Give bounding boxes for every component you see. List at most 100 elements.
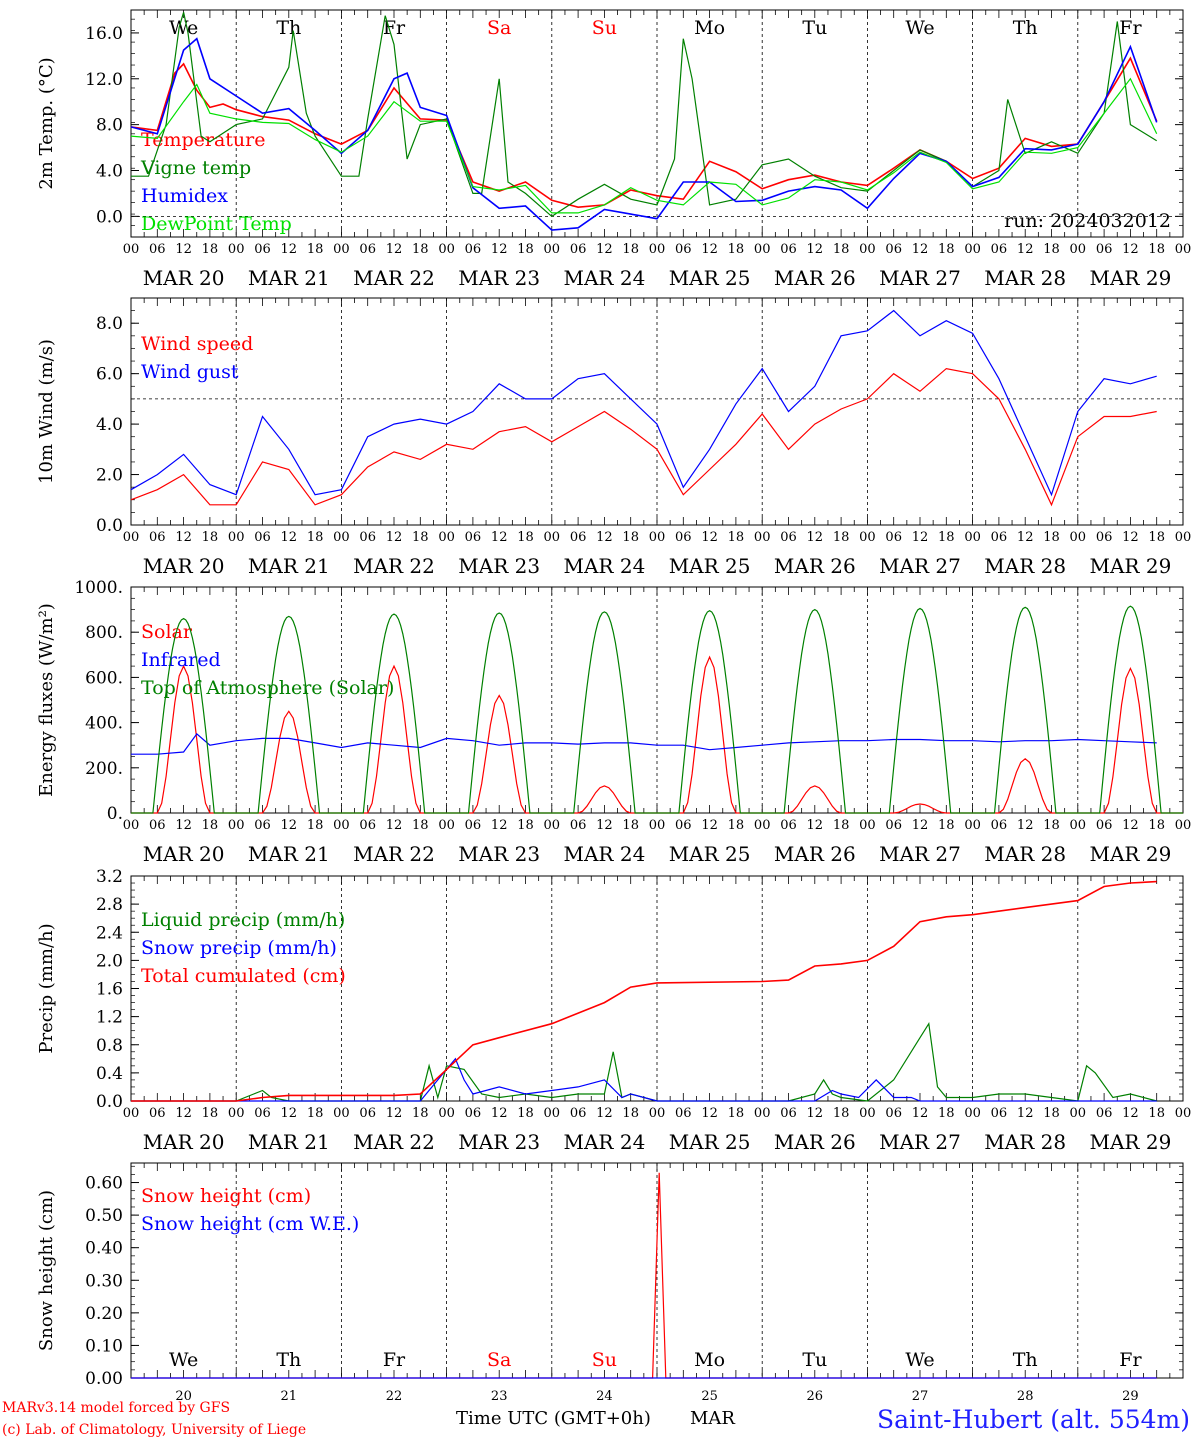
hour-tick-label: 00: [228, 818, 245, 833]
y-tick-label: 0.00: [85, 1369, 123, 1389]
hour-tick-label: 18: [307, 530, 324, 545]
day-label: MAR 20: [143, 554, 225, 578]
day-label: MAR 29: [1090, 554, 1172, 578]
hour-tick-label: 18: [728, 530, 745, 545]
y-tick-label: 600.: [85, 668, 123, 688]
hour-tick-label: 06: [149, 530, 166, 545]
day-label: MAR 26: [774, 1130, 856, 1154]
y-tick-label: 3.2: [96, 867, 123, 887]
hour-tick-label: 06: [675, 1106, 692, 1121]
hour-tick-label: 00: [438, 1106, 455, 1121]
hour-tick-label: 18: [517, 530, 534, 545]
hour-tick-label: 00: [859, 818, 876, 833]
hour-tick-label: 06: [885, 530, 902, 545]
day-label: MAR 22: [353, 266, 435, 290]
hour-tick-label: 06: [465, 242, 482, 257]
y-tick-label: 2.4: [96, 923, 123, 943]
hour-tick-label: 18: [307, 242, 324, 257]
hour-tick-label: 06: [359, 242, 376, 257]
y-tick-label: 16.0: [85, 24, 123, 44]
hour-tick-label: 12: [912, 818, 929, 833]
series-line-wind-speed: [130, 367, 1157, 507]
day-number-label: 20: [175, 1389, 192, 1404]
hour-tick-label: 18: [938, 1106, 955, 1121]
hour-tick-label: 12: [175, 818, 192, 833]
hour-tick-label: 00: [1070, 530, 1087, 545]
hour-tick-label: 06: [570, 242, 587, 257]
hour-tick-label: 00: [123, 1106, 140, 1121]
day-label: MAR 27: [879, 554, 961, 578]
hour-tick-label: 18: [1043, 242, 1060, 257]
day-label: MAR 22: [353, 554, 435, 578]
legend-snow-height-cm-: Snow height (cm): [141, 1185, 311, 1207]
hour-tick-label: 00: [964, 242, 981, 257]
hour-tick-label: 06: [465, 818, 482, 833]
hour-tick-label: 12: [912, 530, 929, 545]
y-axis-label: 10m Wind (m/s): [36, 339, 57, 484]
y-tick-label: 12.0: [85, 70, 123, 90]
hour-tick-label: 00: [1175, 1106, 1192, 1121]
y-tick-label: 0.: [107, 804, 123, 824]
hour-tick-label: 06: [780, 1106, 797, 1121]
day-label: MAR 23: [458, 266, 540, 290]
hour-tick-label: 00: [123, 818, 140, 833]
hour-tick-label: 18: [833, 818, 850, 833]
y-tick-label: 2.8: [96, 895, 123, 915]
hour-tick-label: 18: [202, 242, 219, 257]
day-label: MAR 21: [248, 554, 330, 578]
day-label: MAR 24: [564, 1130, 646, 1154]
day-number-label: 29: [1122, 1389, 1139, 1404]
hour-tick-label: 12: [1017, 1106, 1034, 1121]
weekday-label: Th: [1013, 1349, 1038, 1371]
hour-tick-label: 00: [333, 242, 350, 257]
weekday-label: Th: [1013, 17, 1038, 39]
hour-tick-label: 18: [1148, 530, 1165, 545]
day-number-label: 27: [912, 1389, 929, 1404]
hour-tick-label: 00: [649, 530, 666, 545]
y-tick-label: 8.0: [96, 116, 123, 136]
day-label: MAR 27: [879, 1130, 961, 1154]
weekday-label: Mo: [694, 17, 725, 39]
hour-tick-label: 12: [281, 1106, 298, 1121]
y-tick-label: 0.30: [85, 1271, 123, 1291]
hour-tick-label: 12: [807, 1106, 824, 1121]
series-line-infrared: [131, 733, 1157, 755]
day-label: MAR 29: [1090, 842, 1172, 866]
day-label: MAR 22: [353, 1130, 435, 1154]
hour-tick-label: 12: [807, 818, 824, 833]
hour-tick-label: 12: [281, 818, 298, 833]
hour-tick-label: 12: [1122, 242, 1139, 257]
day-label: MAR 29: [1090, 1130, 1172, 1154]
hour-tick-label: 00: [859, 530, 876, 545]
hour-tick-label: 12: [1017, 242, 1034, 257]
hour-tick-label: 12: [701, 1106, 718, 1121]
hour-tick-label: 06: [359, 530, 376, 545]
y-tick-label: 0.0: [96, 516, 123, 536]
hour-tick-label: 00: [1070, 1106, 1087, 1121]
hour-tick-label: 00: [649, 242, 666, 257]
hour-tick-label: 12: [491, 1106, 508, 1121]
y-tick-label: 200.: [85, 759, 123, 779]
hour-tick-label: 06: [359, 1106, 376, 1121]
hour-tick-label: 00: [1070, 242, 1087, 257]
hour-tick-label: 00: [1175, 818, 1192, 833]
hour-tick-label: 18: [833, 530, 850, 545]
hour-tick-label: 18: [412, 818, 429, 833]
y-tick-label: 0.0: [96, 1092, 123, 1112]
hour-tick-label: 06: [1096, 1106, 1113, 1121]
hour-tick-label: 12: [1017, 818, 1034, 833]
hour-tick-label: 12: [281, 530, 298, 545]
hour-tick-label: 06: [991, 530, 1008, 545]
hour-tick-label: 12: [596, 530, 613, 545]
weekday-label: Th: [276, 1349, 301, 1371]
day-label: MAR 23: [458, 842, 540, 866]
y-tick-label: 0.8: [96, 1036, 123, 1056]
hour-tick-label: 18: [622, 1106, 639, 1121]
hour-tick-label: 00: [1175, 242, 1192, 257]
hour-tick-label: 18: [412, 530, 429, 545]
hour-tick-label: 00: [438, 818, 455, 833]
hour-tick-label: 00: [438, 242, 455, 257]
hour-tick-label: 06: [359, 818, 376, 833]
hour-tick-label: 18: [728, 1106, 745, 1121]
hour-tick-label: 18: [938, 818, 955, 833]
